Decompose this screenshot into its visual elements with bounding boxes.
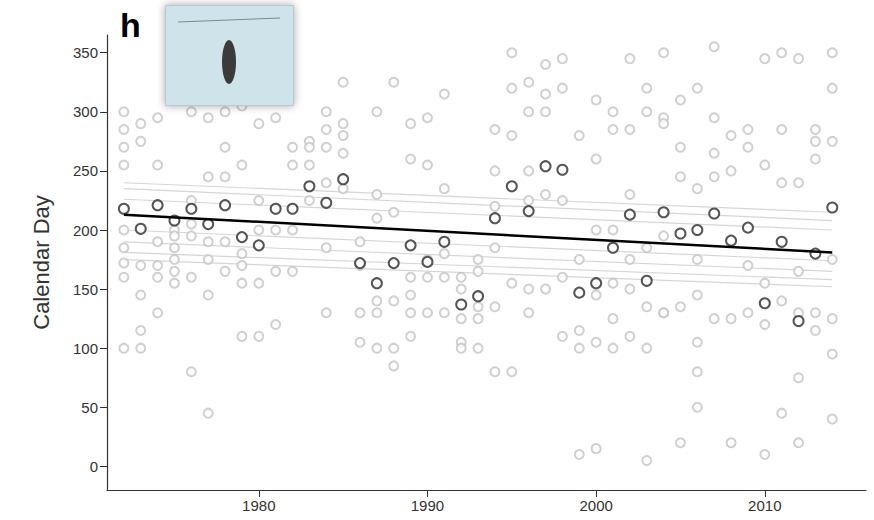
svg-text:0: 0 [90,458,98,475]
svg-text:350: 350 [73,44,98,61]
svg-text:300: 300 [73,103,98,120]
svg-text:h: h [120,6,141,44]
svg-text:1990: 1990 [411,497,444,514]
svg-text:Calendar Day: Calendar Day [29,195,54,330]
svg-text:2000: 2000 [579,497,612,514]
svg-text:100: 100 [73,340,98,357]
svg-text:50: 50 [81,399,98,416]
svg-text:200: 200 [73,222,98,239]
svg-text:150: 150 [73,281,98,298]
svg-text:2010: 2010 [748,497,781,514]
svg-text:250: 250 [73,162,98,179]
svg-text:1980: 1980 [242,497,275,514]
